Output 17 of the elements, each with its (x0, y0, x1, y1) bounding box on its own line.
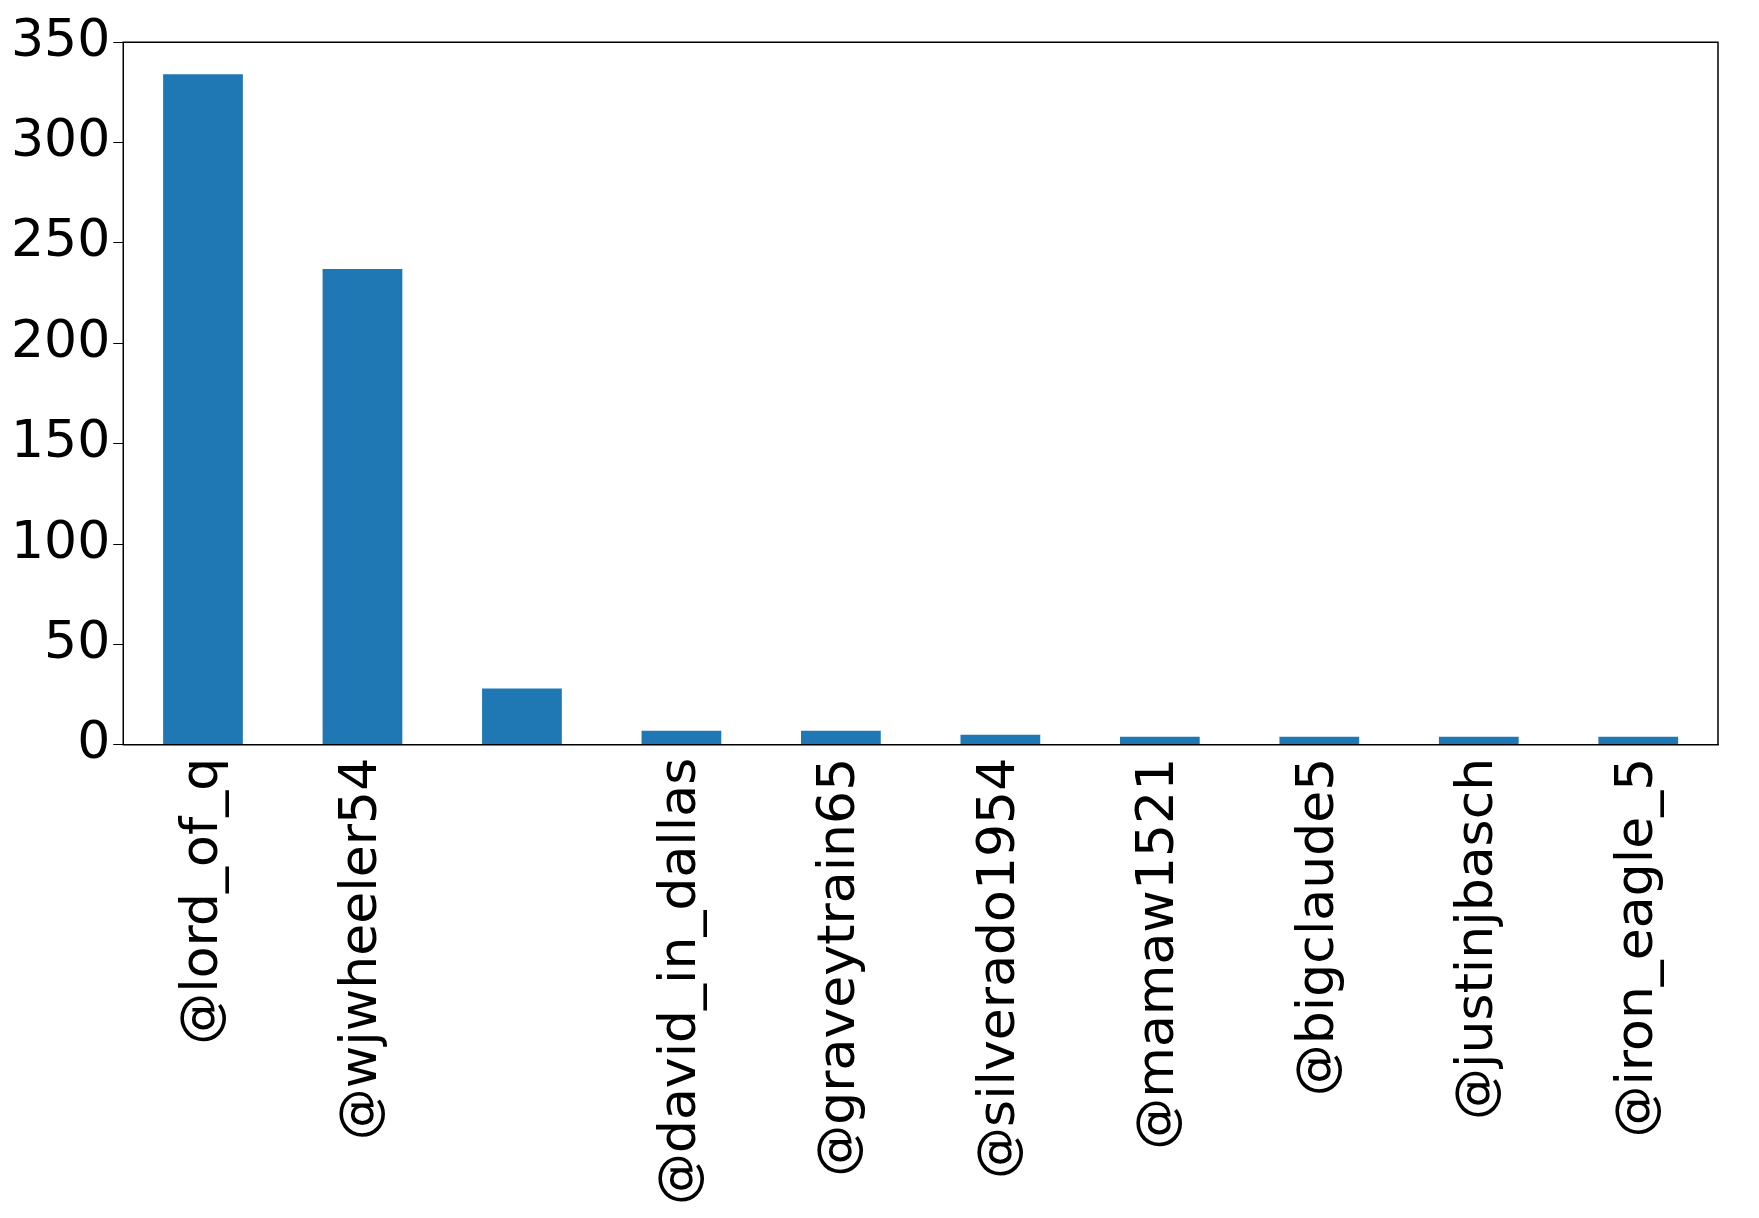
x-tick-label: @lord_of_q (168, 757, 229, 1045)
x-tick-label: @mamaw1521 (1125, 757, 1186, 1150)
x-tick-label: @bigclaude5 (1284, 757, 1345, 1097)
y-tick-label: 250 (10, 208, 111, 269)
y-tick-label: 300 (10, 108, 111, 169)
y-tick-label: 150 (10, 409, 111, 470)
y-tick-label: 0 (77, 710, 111, 771)
x-tick-label: @silverado1954 (965, 757, 1026, 1179)
y-tick-label: 200 (10, 308, 111, 369)
y-tick-label: 350 (10, 7, 111, 68)
x-tick-label: @wjwheeler54 (327, 757, 388, 1141)
x-tick-label: @david_in_dallas (646, 757, 707, 1205)
x-tick-label: @graveytrain65 (806, 757, 867, 1177)
y-tick-label: 50 (44, 609, 111, 670)
x-tick-label: @iron_eagle_5 (1603, 757, 1664, 1138)
y-tick-label: 100 (10, 509, 111, 570)
x-tick-label: @justinjbasch (1444, 757, 1505, 1121)
